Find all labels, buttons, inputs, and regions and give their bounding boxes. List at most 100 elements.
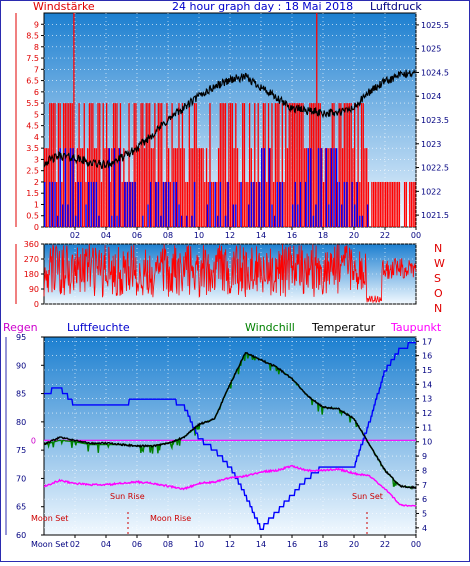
temperature-tick-label: 9 xyxy=(422,452,427,461)
wind-speed-bar xyxy=(312,103,314,227)
wind-gust-bar xyxy=(180,215,183,227)
wind-speed-bar xyxy=(133,103,135,227)
humidity-temperature-grid xyxy=(44,337,417,535)
wind-direction-series xyxy=(43,244,417,304)
pressure-tick-label: 1024.5 xyxy=(421,68,449,77)
humidity-tick-label: 75 xyxy=(16,446,26,455)
wind-speed-tick-label: 4.5 xyxy=(26,122,39,131)
wind-speed-bar xyxy=(116,103,118,227)
wind-gust-bar xyxy=(64,148,67,227)
wind-gust-bar xyxy=(85,204,87,227)
x-tick-label: 08 xyxy=(163,540,173,549)
wind-gust-bar xyxy=(346,181,348,227)
wind-speed-bar xyxy=(347,103,349,227)
wind-speed-bar xyxy=(338,103,340,227)
wind-gust-bar xyxy=(217,215,219,227)
wind-speed-bar xyxy=(209,103,211,227)
wind-gust-bar xyxy=(333,148,335,227)
humidity-temperature-chart: Sun Rise Sun Set Moon Set Moon Rise 6065… xyxy=(5,333,432,549)
wind-gust-bar xyxy=(193,181,196,227)
wind-speed-bar xyxy=(386,181,389,227)
wind-speed-bar xyxy=(111,148,113,227)
x-tick-label: 20 xyxy=(349,540,359,549)
wind-gust-bar xyxy=(292,204,294,227)
wind-pressure-x-axis: 02 04 06 08 10 12 14 16 18 20 22 00 xyxy=(70,227,421,240)
wind-gust-bar xyxy=(279,181,281,227)
wind-speed-bar xyxy=(200,148,203,227)
wind-speed-bar xyxy=(181,103,184,227)
wind-speed-bar xyxy=(150,148,153,227)
wind-speed-bar xyxy=(262,103,265,227)
wind-direction-tick-label: 360 xyxy=(24,240,39,249)
wind-gust-bar xyxy=(165,181,167,227)
temperature-tick-label: 13 xyxy=(422,395,432,404)
x-tick-label: 22 xyxy=(380,231,390,240)
wind-speed-bar xyxy=(247,181,249,227)
windstaerke-label: Windstärke xyxy=(33,0,95,13)
wind-speed-bar xyxy=(374,181,376,227)
wind-gust-bar xyxy=(307,148,309,227)
wind-speed-bar xyxy=(341,148,344,227)
wind-speed-bar xyxy=(188,103,190,227)
temperature-axis: 4 5 6 7 8 9 10 11 12 13 14 15 16 17 xyxy=(416,337,432,533)
wind-speed-bar xyxy=(78,103,80,227)
wind-gust-bar xyxy=(113,148,116,227)
wind-gust-bar xyxy=(297,204,299,227)
wind-speed-bar xyxy=(56,181,58,227)
wind-speed-bar xyxy=(226,181,228,227)
wind-gust-bar xyxy=(261,148,263,227)
wind-speed-bar xyxy=(216,181,218,227)
wind-gust-bar xyxy=(108,148,110,227)
wind-speed-tick-label: 8.5 xyxy=(26,32,39,41)
wind-speed-bar xyxy=(142,103,144,227)
x-tick-label: 04 xyxy=(101,231,111,240)
wind-speed-bar xyxy=(68,103,70,227)
wind-gust-bar xyxy=(253,181,255,227)
wind-speed-bar xyxy=(100,181,103,227)
wind-gust-bar xyxy=(131,181,134,227)
wind-gust-bar xyxy=(325,148,327,227)
wind-gust-bar xyxy=(214,181,216,227)
compass-letter: S xyxy=(434,272,441,285)
wind-speed-bar xyxy=(266,181,268,227)
sun-rise-annotation: Sun Rise xyxy=(110,492,145,501)
wind-speed-bar xyxy=(205,148,208,227)
wind-gust-bar xyxy=(304,181,307,227)
wind-gust-bar xyxy=(317,148,320,227)
humidity-axis: 60 65 70 75 80 85 90 95 0 xyxy=(5,333,44,540)
wind-speed-bar xyxy=(93,148,96,227)
x-tick-label: 18 xyxy=(318,540,328,549)
wind-speed-bar xyxy=(285,103,287,227)
wind-speed-bar xyxy=(343,103,345,227)
wind-speed-bar xyxy=(50,103,53,227)
wind-gust-bar xyxy=(232,204,234,227)
regen-label: Regen xyxy=(3,321,38,334)
wind-speed-bar xyxy=(397,181,399,227)
wind-direction-tick-label: 270 xyxy=(24,255,39,264)
wind-speed-bar xyxy=(128,103,130,227)
wind-speed-bar xyxy=(123,148,125,227)
wind-gust-bar xyxy=(315,204,317,227)
wind-speed-bar xyxy=(66,103,68,227)
x-tick-label: 12 xyxy=(225,540,235,549)
wind-gust-bar xyxy=(281,181,284,227)
wind-speed-bar xyxy=(292,103,294,227)
wind-gust-bar xyxy=(341,204,343,227)
x-tick-label: 16 xyxy=(287,540,297,549)
astro-annotations: Sun Rise Sun Set Moon Set Moon Rise xyxy=(31,492,383,535)
wind-gust-bar xyxy=(51,181,54,227)
wind-speed-bar xyxy=(264,103,266,227)
wind-speed-bar xyxy=(302,103,304,227)
wind-speed-tick-label: 0.5 xyxy=(26,212,39,221)
wind-speed-bar xyxy=(243,103,246,227)
wind-speed-tick-label: 1.5 xyxy=(26,189,39,198)
wind-speed-bar xyxy=(409,181,411,227)
wind-speed-bar xyxy=(87,148,89,227)
x-tick-label: 00 xyxy=(411,231,421,240)
humidity-line xyxy=(44,342,416,530)
wind-gust-bar xyxy=(124,181,126,227)
wind-speed-bar xyxy=(395,181,397,227)
wind-speed-bar xyxy=(130,181,132,227)
wind-speed-tick-label: 2.5 xyxy=(26,167,39,176)
